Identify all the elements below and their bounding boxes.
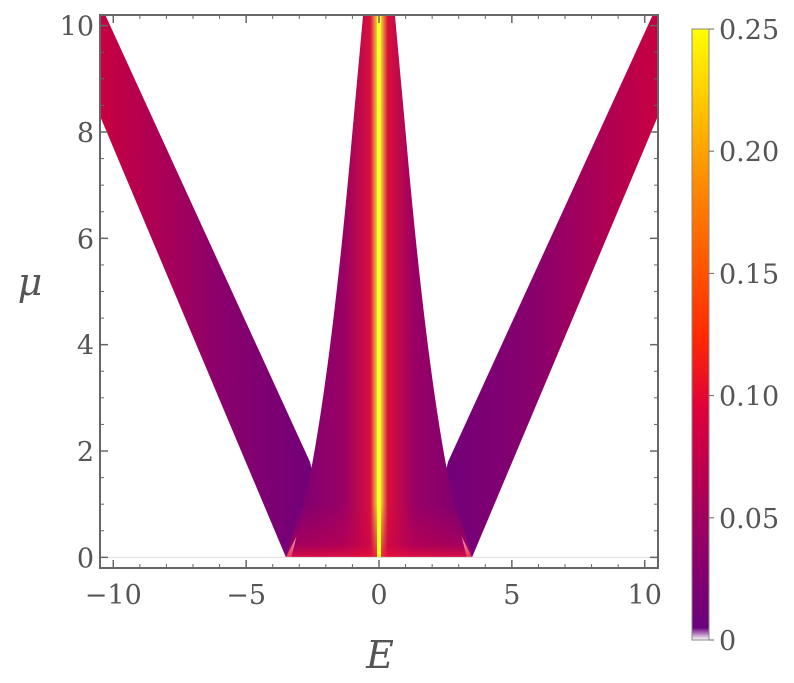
y-tick-label: 0	[77, 543, 94, 574]
y-tick-label: 4	[77, 331, 94, 362]
y-tick-label: 6	[77, 224, 94, 255]
colorbar-tick-label: 0.10	[719, 382, 779, 413]
y-axis-label: μ	[18, 260, 43, 304]
y-tick-label: 10	[60, 12, 94, 43]
central-core-line	[377, 15, 381, 558]
x-tick-label: −10	[85, 580, 142, 611]
colorbar-tick-label: 0	[719, 626, 736, 657]
colorbar-ticks: 0 0.05 0.10 0.15 0.20 0.25	[709, 15, 779, 657]
x-tick-label: −5	[226, 580, 266, 611]
plot-area	[100, 15, 658, 558]
colorbar-tick-label: 0.05	[719, 504, 779, 535]
y-tick-label: 2	[77, 437, 94, 468]
left-arm-band	[100, 15, 318, 558]
colorbar	[691, 28, 710, 641]
x-axis-ticks: −10 −5 0 5 10	[85, 15, 662, 611]
x-tick-label: 10	[628, 580, 662, 611]
x-tick-label: 0	[370, 580, 387, 611]
colorbar-tick-label: 0.25	[719, 15, 779, 46]
colorbar-tick-label: 0.15	[719, 259, 779, 290]
x-axis-label: E	[365, 633, 394, 677]
y-axis-ticks: 0 2 4 6 8 10	[60, 12, 658, 574]
colorbar-tick-label: 0.20	[719, 137, 779, 168]
x-tick-label: 5	[503, 580, 520, 611]
y-tick-label: 8	[77, 118, 94, 149]
right-arm-band	[440, 15, 658, 558]
